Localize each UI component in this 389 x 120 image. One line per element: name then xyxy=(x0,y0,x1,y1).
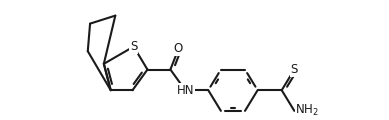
Text: O: O xyxy=(174,42,183,55)
Text: HN: HN xyxy=(177,84,194,97)
Text: S: S xyxy=(291,63,298,76)
Text: S: S xyxy=(130,40,137,53)
Text: NH$_2$: NH$_2$ xyxy=(296,103,319,118)
